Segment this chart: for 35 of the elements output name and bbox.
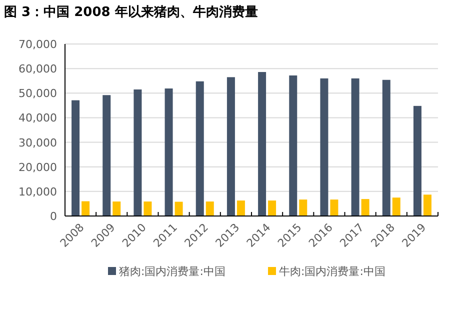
bar — [320, 78, 328, 216]
bar — [268, 200, 276, 216]
bar — [164, 88, 173, 216]
bar — [299, 200, 308, 216]
bar — [174, 202, 183, 216]
chart-title: 图 3：中国 2008 年以来猪肉、牛肉消费量 — [4, 5, 258, 20]
bar — [236, 200, 245, 216]
bar — [423, 194, 432, 216]
y-tick-label: 70,000 — [18, 38, 57, 51]
y-tick-label: 50,000 — [18, 87, 57, 100]
y-tick-label: 20,000 — [18, 160, 57, 174]
bar — [82, 201, 90, 216]
y-tick-label: 0 — [50, 210, 57, 223]
bar — [196, 81, 204, 216]
bar — [112, 202, 121, 216]
y-tick-label: 10,000 — [18, 185, 57, 198]
y-tick-label: 30,000 — [18, 136, 57, 150]
bar — [258, 72, 266, 216]
legend-label: 猪肉:国内消费量:中国 — [119, 265, 226, 278]
bar — [134, 89, 142, 216]
bar — [289, 75, 298, 216]
bar — [206, 202, 214, 216]
bar — [413, 106, 422, 216]
bar — [144, 202, 152, 216]
legend-label: 牛肉:国内消费量:中国 — [279, 265, 386, 278]
bar — [72, 100, 80, 216]
bar — [102, 95, 111, 216]
y-tick-label: 60,000 — [18, 62, 57, 76]
y-tick-label: 40,000 — [18, 112, 57, 125]
bar — [361, 199, 370, 216]
bar — [330, 200, 338, 216]
bar — [226, 77, 235, 216]
bar — [351, 78, 360, 216]
bar — [382, 80, 390, 216]
bar — [392, 198, 400, 216]
